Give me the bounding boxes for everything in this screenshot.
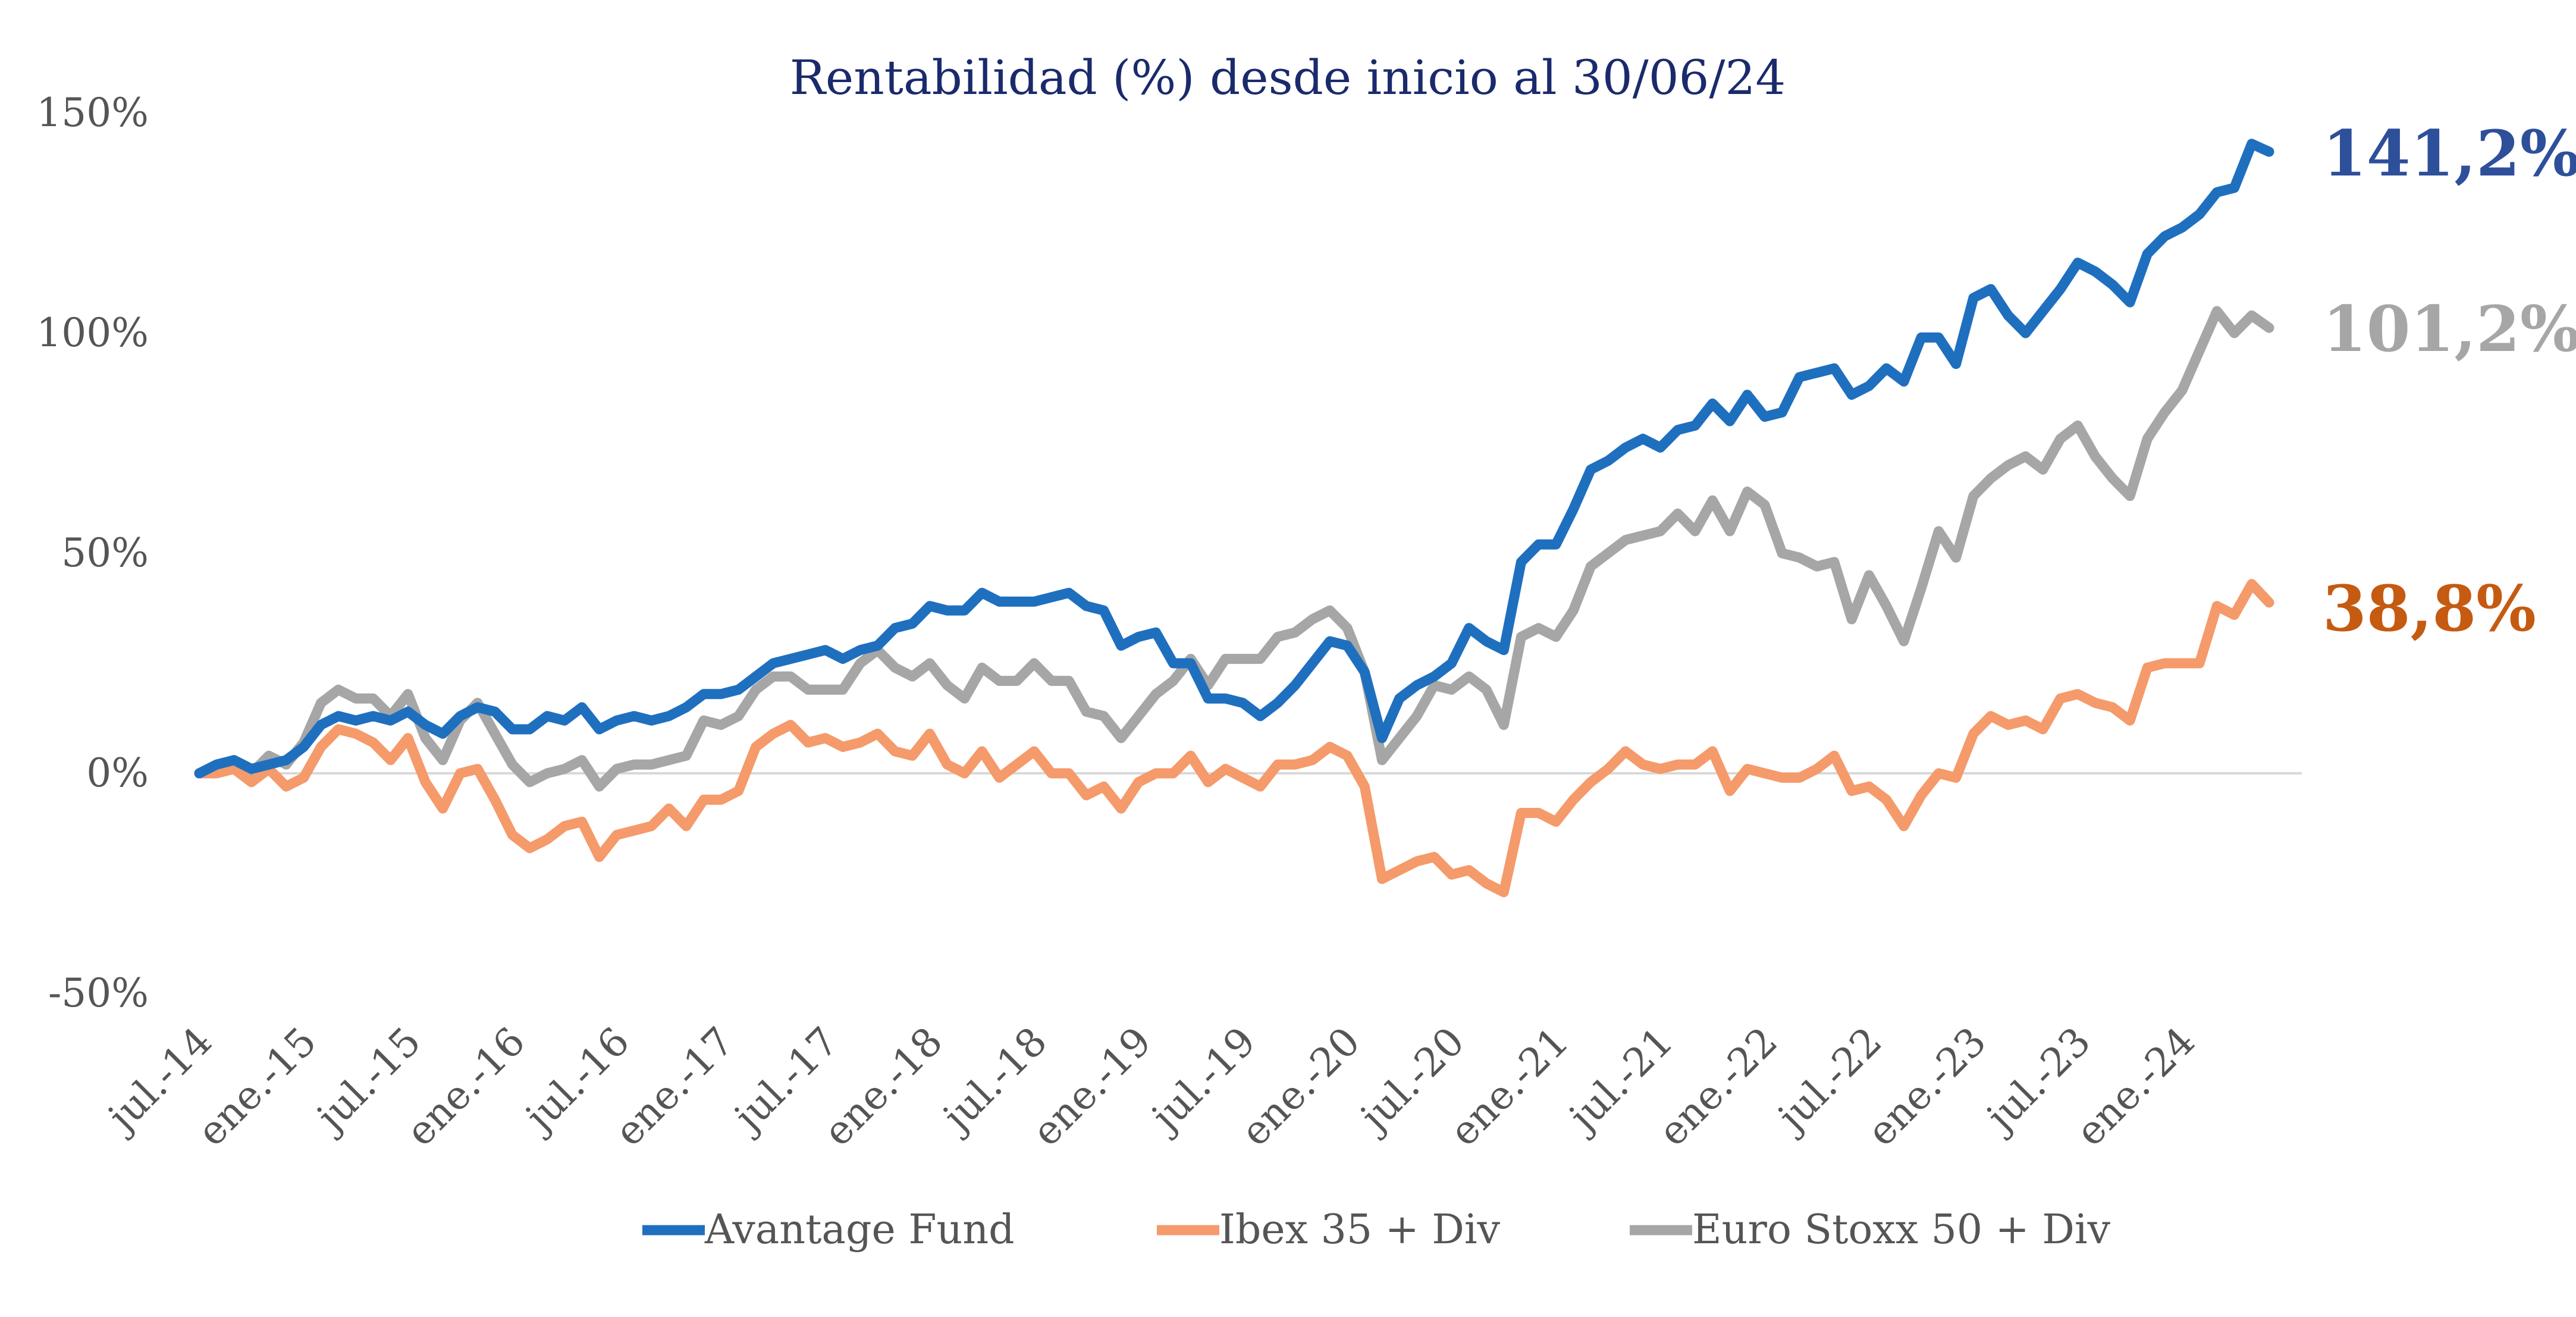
chart-title: Rentabilidad (%) desde inicio al 30/06/2… bbox=[790, 50, 1786, 105]
end-value-label: 101,2% bbox=[2323, 291, 2576, 366]
series-line-avantage-fund bbox=[194, 139, 2274, 779]
legend: Avantage Fund Ibex 35 + Div Euro Stoxx 50 … bbox=[642, 1206, 2111, 1253]
series-line-euro-stoxx-50-div bbox=[194, 306, 2274, 792]
legend-label: Euro Stoxx 50 + Div bbox=[1692, 1206, 2111, 1253]
y-tick-label: 0% bbox=[86, 750, 149, 796]
y-tick-label: -50% bbox=[48, 970, 149, 1016]
plot-area bbox=[194, 139, 2274, 898]
legend-label: Avantage Fund bbox=[704, 1206, 1015, 1253]
y-tick-label: 50% bbox=[61, 530, 149, 576]
legend-label: Ibex 35 + Div bbox=[1219, 1206, 1501, 1253]
end-value-label: 141,2% bbox=[2323, 116, 2576, 190]
end-value-label: 38,8% bbox=[2323, 571, 2536, 645]
y-tick-label: 150% bbox=[36, 90, 149, 136]
y-axis: -50% 0% 50% 100% 150% bbox=[36, 90, 149, 1016]
end-labels: 141,2% 38,8% 101,2% bbox=[2323, 116, 2576, 645]
y-tick-label: 100% bbox=[36, 310, 149, 356]
series-line-ibex-35-div bbox=[194, 579, 2274, 898]
